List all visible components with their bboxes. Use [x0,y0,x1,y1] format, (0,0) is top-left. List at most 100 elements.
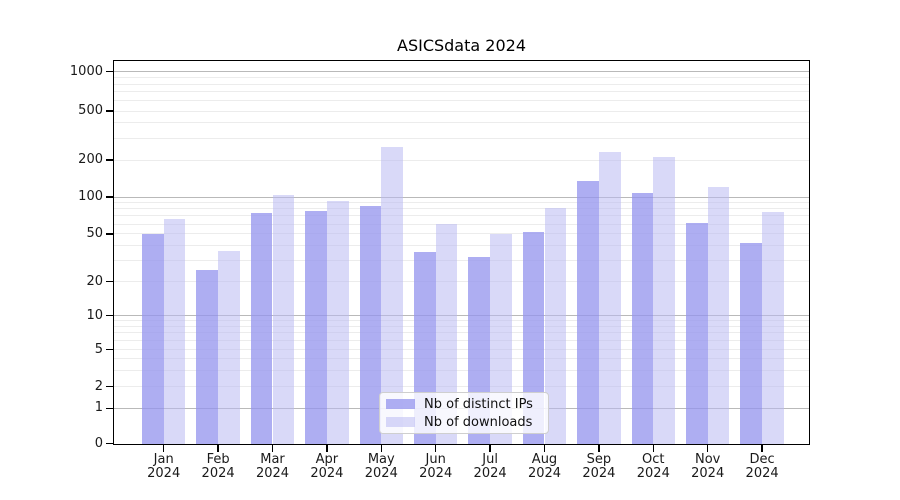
x-tick-label-mar: Mar 2024 [255,452,290,481]
bar-nov-distinct-ips [685,223,708,445]
x-tick-label-feb: Feb 2024 [201,452,235,481]
bar-feb-distinct-ips [196,269,219,445]
bar-may-downloads [381,147,404,445]
y-tick-label-10: 10 [86,307,103,323]
bar-feb-downloads [218,250,240,445]
x-tick-oct [652,445,655,452]
major-gridline-100 [113,196,810,198]
legend-swatch-distinct-ips [386,398,415,410]
minor-gridline-800 [113,83,810,85]
x-tick-label-dec: Dec 2024 [745,452,779,481]
bar-dec-distinct-ips [740,242,763,445]
legend: Nb of distinct IPs Nb of downloads [379,392,549,434]
minor-gridline-6 [113,340,810,342]
bar-sep-distinct-ips [577,180,599,445]
y-tick-1 [106,407,113,410]
y-tick-label-1: 1 [94,400,103,416]
x-tick-label-oct: Oct 2024 [636,452,670,481]
minor-gridline-900 [113,77,810,78]
bar-sep-downloads [598,152,621,445]
y-tick-label-200: 200 [78,152,103,167]
bar-aug-downloads [544,208,567,445]
x-tick-jun [434,445,437,452]
y-tick-label-50: 50 [86,225,103,241]
minor-gridline-3 [113,369,810,371]
minor-gridline-600 [113,100,810,102]
x-tick-label-apr: Apr 2024 [310,452,344,481]
minor-gridline-9 [113,320,810,322]
minor-gridline-70 [113,215,810,217]
bar-apr-distinct-ips [305,210,327,445]
bar-may-distinct-ips [359,205,382,445]
minor-gridline-8 [113,325,810,327]
minor-gridline-40 [113,244,810,246]
bar-dec-downloads [762,211,784,445]
major-gridline-1000 [113,71,810,72]
legend-item-downloads: Nb of downloads [386,415,542,430]
legend-swatch-downloads [386,416,415,428]
y-tick-2 [106,385,113,388]
bar-oct-distinct-ips [631,193,654,445]
y-tick-5 [106,348,113,351]
bar-mar-distinct-ips [250,212,273,445]
minor-gridline-90 [113,202,810,204]
minor-gridline-200 [113,159,810,161]
minor-gridline-500 [113,110,810,112]
bar-nov-downloads [707,187,730,445]
y-tick-label-2: 2 [94,378,103,394]
y-tick-100 [106,196,113,198]
legend-label-distinct-ips: Nb of distinct IPs [424,396,533,412]
x-tick-dec [761,445,763,452]
x-tick-feb [217,445,219,452]
x-tick-aug [543,445,546,452]
x-tick-label-jun: Jun 2024 [419,452,453,481]
y-tick-10 [106,314,113,317]
y-tick-200 [106,159,113,161]
y-tick-0 [106,442,113,445]
x-tick-apr [326,445,328,452]
y-tick-label-20: 20 [86,273,103,289]
bar-apr-downloads [326,200,349,445]
minor-gridline-400 [113,122,810,124]
y-tick-500 [106,110,113,112]
y-tick-20 [106,280,113,283]
minor-gridline-7 [113,332,810,334]
minor-gridline-50 [113,233,810,235]
y-tick-1000 [106,70,113,73]
minor-gridline-300 [113,137,810,139]
chart-title: ASICSdata 2024 [397,36,526,55]
bar-jan-distinct-ips [141,233,164,445]
x-tick-label-sep: Sep 2024 [582,452,616,481]
bar-oct-downloads [653,156,676,445]
x-tick-label-may: May 2024 [364,452,398,481]
bar-aug-distinct-ips [522,231,545,445]
bar-jun-downloads [435,224,458,445]
x-tick-label-nov: Nov 2024 [691,452,725,481]
bar-jan-downloads [163,219,186,445]
x-tick-may [380,445,383,452]
minor-gridline-60 [113,223,810,225]
y-tick-50 [106,233,113,235]
minor-gridline-700 [113,91,810,93]
legend-item-distinct-ips: Nb of distinct IPs [386,397,542,412]
x-tick-sep [598,445,600,452]
x-tick-label-jan: Jan 2024 [147,452,181,481]
minor-gridline-4 [113,358,810,360]
minor-gridline-30 [113,259,810,261]
legend-label-downloads: Nb of downloads [424,414,533,430]
x-tick-label-aug: Aug 2024 [527,452,562,481]
minor-gridline-2 [113,386,810,388]
bar-mar-downloads [272,195,295,445]
x-tick-jan [162,445,165,452]
x-tick-nov [706,445,709,452]
major-gridline-10 [113,315,810,316]
y-tick-label-0: 0 [94,435,103,451]
x-tick-mar [271,445,274,452]
y-tick-label-1000: 1000 [69,63,103,79]
x-tick-jul [489,445,491,452]
y-tick-label-5: 5 [94,341,103,357]
x-tick-label-jul: Jul 2024 [473,452,507,481]
y-tick-label-100: 100 [78,189,103,204]
minor-gridline-20 [113,281,810,282]
